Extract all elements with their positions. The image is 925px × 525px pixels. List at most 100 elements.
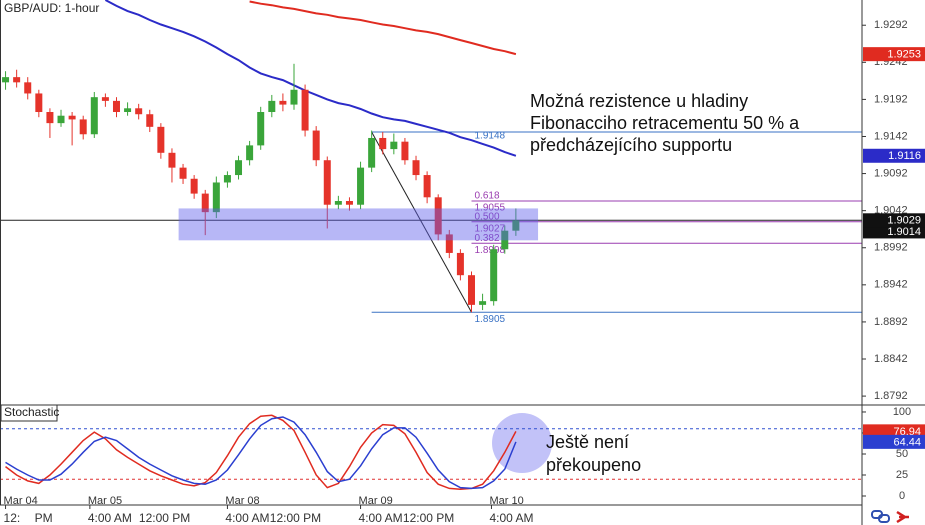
- trendline: [371, 131, 472, 313]
- annotation: Ještě není: [546, 432, 629, 452]
- candle-body: [68, 115, 76, 120]
- candle-body: [124, 108, 132, 113]
- ma-price-label-box: [863, 47, 925, 62]
- candle-body: [223, 175, 231, 183]
- candle-body: [2, 77, 10, 83]
- stochastic-value-box: [863, 424, 925, 439]
- y-tick-label: 1.8942: [874, 279, 908, 291]
- stochastic-line: [5, 416, 517, 490]
- stochastic-title: Stochastic: [4, 405, 59, 419]
- candle-body: [157, 126, 165, 153]
- annotation: překoupeno: [546, 455, 641, 475]
- x-tick-label: Mar 09: [359, 495, 393, 507]
- candle-body: [279, 100, 287, 105]
- candle-body: [290, 89, 298, 105]
- y-tick-label: 25: [896, 469, 908, 481]
- y-tick-label: 1.9142: [874, 130, 908, 142]
- candle-body: [501, 230, 509, 250]
- candle-body: [323, 160, 331, 205]
- last-price-label: 1.9029: [887, 215, 921, 227]
- candle-body: [35, 93, 43, 113]
- candle-body: [301, 89, 309, 131]
- candle-body: [135, 108, 143, 115]
- y-tick-label: 1.9192: [874, 93, 908, 105]
- candle-body: [179, 167, 187, 179]
- time-tick-label: 4:00 AM: [489, 511, 533, 525]
- candle-body: [479, 301, 487, 305]
- candle-body: [412, 160, 420, 176]
- candle-body: [57, 115, 65, 124]
- chart-title: GBP/AUD: 1-hour: [4, 1, 99, 15]
- stochastic-line: [5, 414, 517, 491]
- moving-average: [104, 0, 517, 157]
- candle-body: [79, 119, 87, 135]
- y-tick-label: 1.9092: [874, 167, 908, 179]
- candle-body: [312, 130, 320, 161]
- time-tick-label: 12:: [4, 511, 21, 525]
- candle-body: [24, 82, 32, 94]
- arrow-icon[interactable]: [896, 510, 909, 524]
- y-tick-label: 1.8792: [874, 390, 908, 402]
- stochastic-value-label: 64.44: [893, 436, 921, 448]
- y-tick-label: 100: [893, 406, 911, 418]
- candle-body: [46, 112, 54, 124]
- y-tick-label: 0: [899, 490, 905, 502]
- fib-ratio-label: 0.382: [474, 233, 499, 244]
- candle-body: [268, 100, 276, 113]
- candle-body: [390, 141, 398, 150]
- candle-body: [357, 167, 365, 205]
- candle-body: [168, 152, 176, 168]
- price-panel: 1.9148 1.8905 0.6181.90550.5001.90270.3821…: [0, 0, 862, 325]
- candle-body: [13, 77, 21, 83]
- price-label: 1.9014: [887, 226, 921, 238]
- time-tick-label: 12:00 PM: [403, 511, 454, 525]
- candle-body: [212, 182, 220, 213]
- y-tick-label: 1.8892: [874, 316, 908, 328]
- y-tick-label: 1.8842: [874, 353, 908, 365]
- candle-body: [257, 112, 265, 146]
- fib-ratio-label: 0.500: [474, 211, 499, 222]
- candle-body: [445, 234, 453, 253]
- candle-body: [90, 97, 98, 135]
- stochastic-value-label: 76.94: [893, 426, 921, 438]
- y-tick-label: 1.8992: [874, 242, 908, 254]
- candle-body: [334, 201, 342, 205]
- moving-average: [249, 0, 517, 56]
- fib-ratio-label: 0.618: [474, 191, 499, 202]
- candle-body: [235, 160, 243, 176]
- time-tick-label: 12:00 PM: [270, 511, 321, 525]
- toolbar-icons[interactable]: [871, 510, 909, 524]
- candle-body: [190, 178, 198, 194]
- x-tick-label: Mar 05: [88, 495, 122, 507]
- candle-body: [379, 137, 387, 150]
- annotation: předcházejícího supportu: [530, 135, 732, 155]
- candle-body: [490, 249, 498, 302]
- stochastic-panel: Ještě není překoupeno: [0, 413, 862, 491]
- fib-price-label: 1.9027: [474, 223, 505, 234]
- candle-body: [368, 137, 376, 168]
- ma-price-label: 1.9116: [888, 150, 921, 162]
- candle-body: [423, 175, 431, 198]
- candle-body: [112, 100, 120, 113]
- price-label-box: [863, 224, 925, 239]
- x-tick-label: Mar 08: [225, 495, 259, 507]
- fib-range-label: 1.9148: [474, 131, 505, 142]
- candle-body: [101, 97, 109, 101]
- link-icon-part[interactable]: [878, 514, 890, 523]
- candle-body: [456, 252, 464, 276]
- x-tick-label: Mar 10: [489, 495, 523, 507]
- candle-body: [146, 114, 154, 127]
- stochastic-title-box: [0, 404, 58, 422]
- title-box: [1, 1, 97, 17]
- x-tick-label: Mar 04: [4, 495, 38, 507]
- y-tick-label: 1.9292: [874, 19, 908, 31]
- candle-body: [467, 275, 475, 305]
- time-tick-label: 4:00 AM: [359, 511, 403, 525]
- candle-body: [401, 141, 409, 161]
- candle-body: [201, 193, 209, 213]
- candle-body: [246, 145, 254, 161]
- highlight-circle: [492, 413, 552, 473]
- y-tick-label: 50: [896, 448, 908, 460]
- time-tick-label: PM: [35, 511, 53, 525]
